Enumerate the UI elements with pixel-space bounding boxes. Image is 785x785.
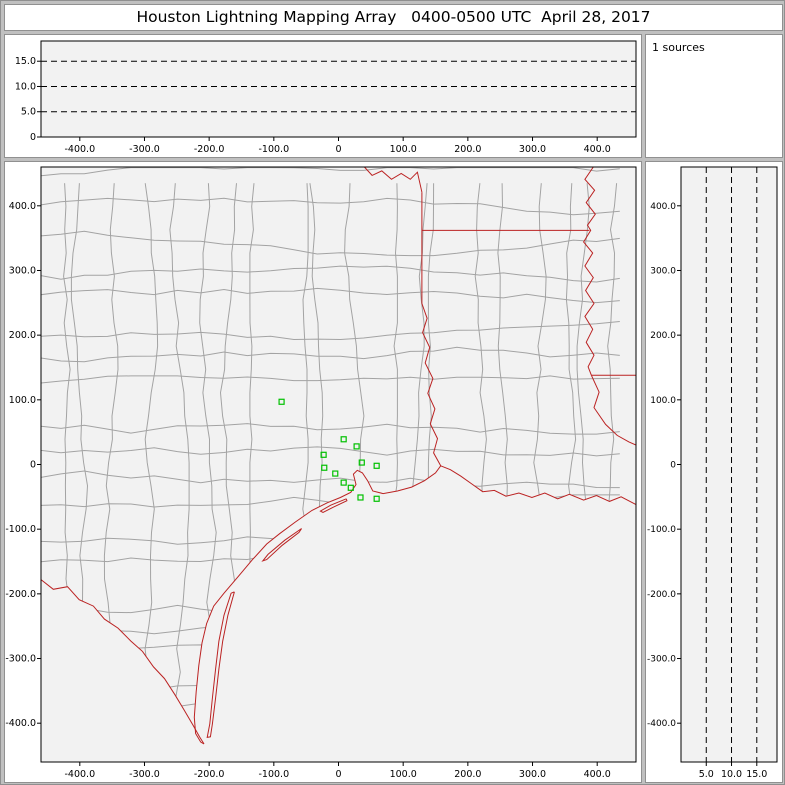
svg-text:15.0: 15.0 (15, 56, 36, 67)
svg-text:200.0: 200.0 (454, 144, 481, 155)
svg-text:-400.0: -400.0 (64, 769, 95, 780)
svg-text:-100.0: -100.0 (259, 769, 290, 780)
svg-text:0: 0 (30, 460, 36, 471)
svg-text:15.0: 15.0 (746, 769, 767, 780)
plot-background (41, 41, 636, 137)
station-marker (320, 451, 327, 458)
svg-text:100.0: 100.0 (650, 396, 676, 406)
svg-text:0: 0 (30, 132, 36, 143)
svg-text:-300.0: -300.0 (129, 769, 160, 780)
source-counter-panel: 1 sources (645, 34, 783, 158)
svg-text:-200.0: -200.0 (5, 589, 36, 600)
station-marker (373, 495, 380, 502)
svg-text:-200.0: -200.0 (194, 769, 225, 780)
altitude-gridlines (41, 60, 636, 113)
y-axis-ticks: 15.0 10.0 5.0 0 (15, 56, 41, 143)
plot-background (681, 167, 777, 762)
station-marker (332, 470, 339, 477)
altitude-gridlines (705, 167, 758, 762)
svg-text:300.0: 300.0 (9, 265, 36, 276)
x-axis-ticks: -400.0 -300.0 -200.0 -100.0 0 100.0 200.0 300.0… (64, 762, 611, 780)
source-count-label: 1 sources (652, 41, 705, 54)
svg-text:0: 0 (335, 144, 341, 155)
plan-view-map-panel: -400.0 -300.0 -200.0 -100.0 0 100.0 200.0 300.0… (4, 161, 642, 783)
svg-text:10.0: 10.0 (721, 769, 742, 780)
svg-text:5.0: 5.0 (699, 769, 714, 780)
svg-text:-100.0: -100.0 (647, 525, 676, 535)
svg-text:0: 0 (670, 461, 676, 471)
svg-text:200.0: 200.0 (454, 769, 481, 780)
station-marker (373, 462, 380, 469)
state-borders-and-coastline (40, 166, 637, 745)
svg-text:-400.0: -400.0 (64, 144, 95, 155)
window-title: Houston Lightning Mapping Array 0400-050… (136, 8, 651, 26)
station-marker (278, 398, 285, 405)
altitude-ew-panel: -400.0 -300.0 -200.0 -100.0 0 100.0 200.0 300.0… (4, 34, 642, 158)
y-axis-ticks: 400.0 300.0 200.0 100.0 0 -100.0 -200.0 -300.0 -… (5, 201, 41, 729)
lma-station-markers (278, 398, 380, 502)
station-marker (353, 443, 360, 450)
title-bar: Houston Lightning Mapping Array 0400-050… (4, 4, 783, 31)
svg-text:-300.0: -300.0 (647, 655, 676, 665)
svg-text:300.0: 300.0 (519, 769, 546, 780)
y-axis-ticks: 400.0 300.0 200.0 100.0 0 -100.0 -200.0 -300.0 -… (647, 202, 681, 729)
station-marker (340, 436, 347, 443)
svg-text:0: 0 (335, 769, 341, 780)
svg-text:300.0: 300.0 (650, 266, 676, 276)
svg-text:-200.0: -200.0 (194, 144, 225, 155)
svg-text:300.0: 300.0 (519, 144, 546, 155)
station-marker (321, 464, 328, 471)
station-marker (347, 484, 354, 491)
svg-text:400.0: 400.0 (584, 769, 611, 780)
station-marker (358, 459, 365, 466)
station-marker (340, 479, 347, 486)
svg-text:200.0: 200.0 (9, 330, 36, 341)
svg-text:5.0: 5.0 (21, 107, 36, 118)
altitude-ns-panel: 5.0 10.0 15.0 400.0 300.0 200.0 100.0 0 -100.0 -2… (645, 161, 783, 783)
svg-text:-200.0: -200.0 (647, 590, 676, 600)
svg-text:400.0: 400.0 (9, 201, 36, 212)
svg-text:-300.0: -300.0 (5, 654, 36, 665)
x-axis-ticks: 5.0 10.0 15.0 (699, 762, 767, 780)
svg-text:100.0: 100.0 (390, 769, 417, 780)
svg-text:10.0: 10.0 (15, 81, 36, 92)
station-marker (357, 494, 364, 501)
svg-text:400.0: 400.0 (584, 144, 611, 155)
x-axis-ticks: -400.0 -300.0 -200.0 -100.0 0 100.0 200.0 300.0… (64, 137, 611, 155)
altitude-ew-plot[interactable]: -400.0 -300.0 -200.0 -100.0 0 100.0 200.0 300.0… (5, 35, 641, 157)
svg-text:-400.0: -400.0 (647, 719, 676, 729)
plan-view-map[interactable]: -400.0 -300.0 -200.0 -100.0 0 100.0 200.0 300.0… (5, 162, 641, 782)
svg-text:200.0: 200.0 (650, 331, 676, 341)
svg-text:-100.0: -100.0 (259, 144, 290, 155)
svg-text:100.0: 100.0 (9, 395, 36, 406)
svg-text:-400.0: -400.0 (5, 718, 36, 729)
altitude-ns-plot[interactable]: 5.0 10.0 15.0 400.0 300.0 200.0 100.0 0 -100.0 -2… (646, 162, 782, 782)
plot-background (41, 167, 636, 762)
svg-text:400.0: 400.0 (650, 202, 676, 212)
svg-text:-300.0: -300.0 (129, 144, 160, 155)
svg-text:100.0: 100.0 (390, 144, 417, 155)
svg-text:-100.0: -100.0 (5, 524, 36, 535)
